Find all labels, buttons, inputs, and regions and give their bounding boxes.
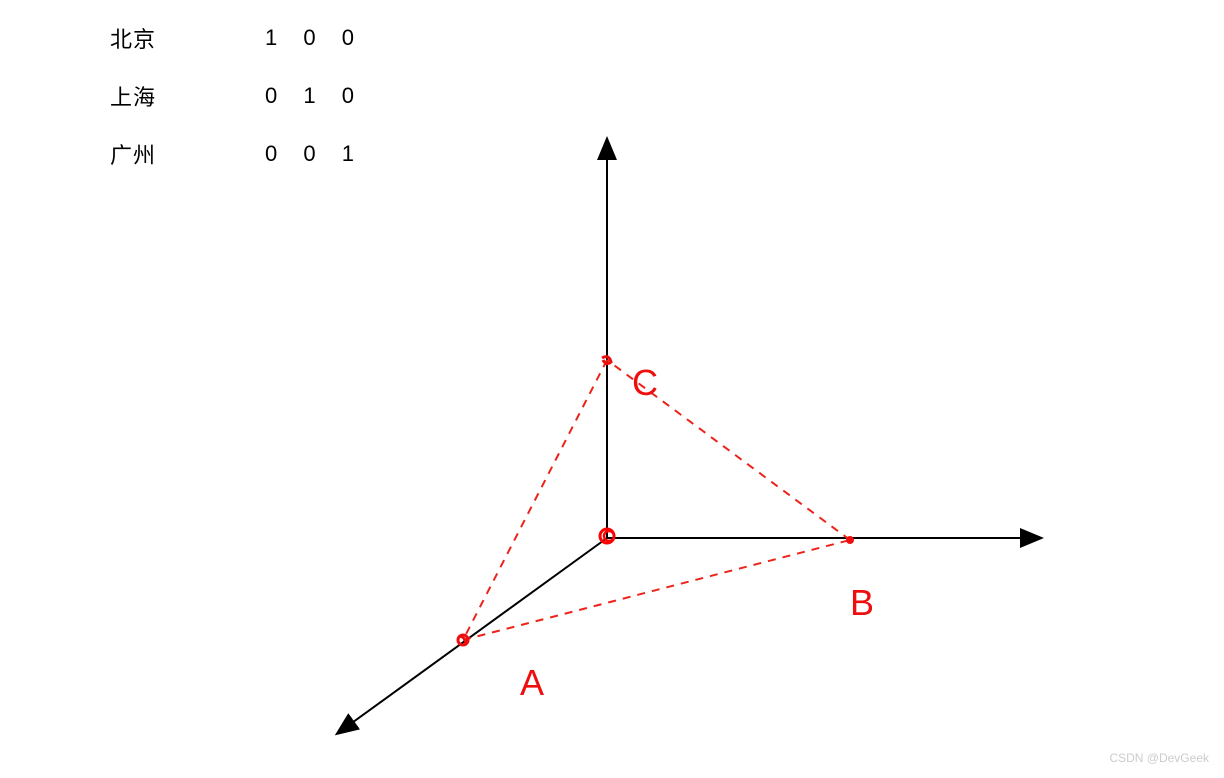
label-b: B [850,582,874,623]
axis-y [338,538,607,733]
label-a: A [520,662,544,703]
diagram-3d-axes: A B C [0,0,1224,773]
point-b-marker [846,536,854,544]
edge-a-b [463,540,850,640]
edge-c-a [463,360,607,640]
watermark: CSDN @DevGeek [1109,751,1209,765]
label-c: C [632,362,658,403]
